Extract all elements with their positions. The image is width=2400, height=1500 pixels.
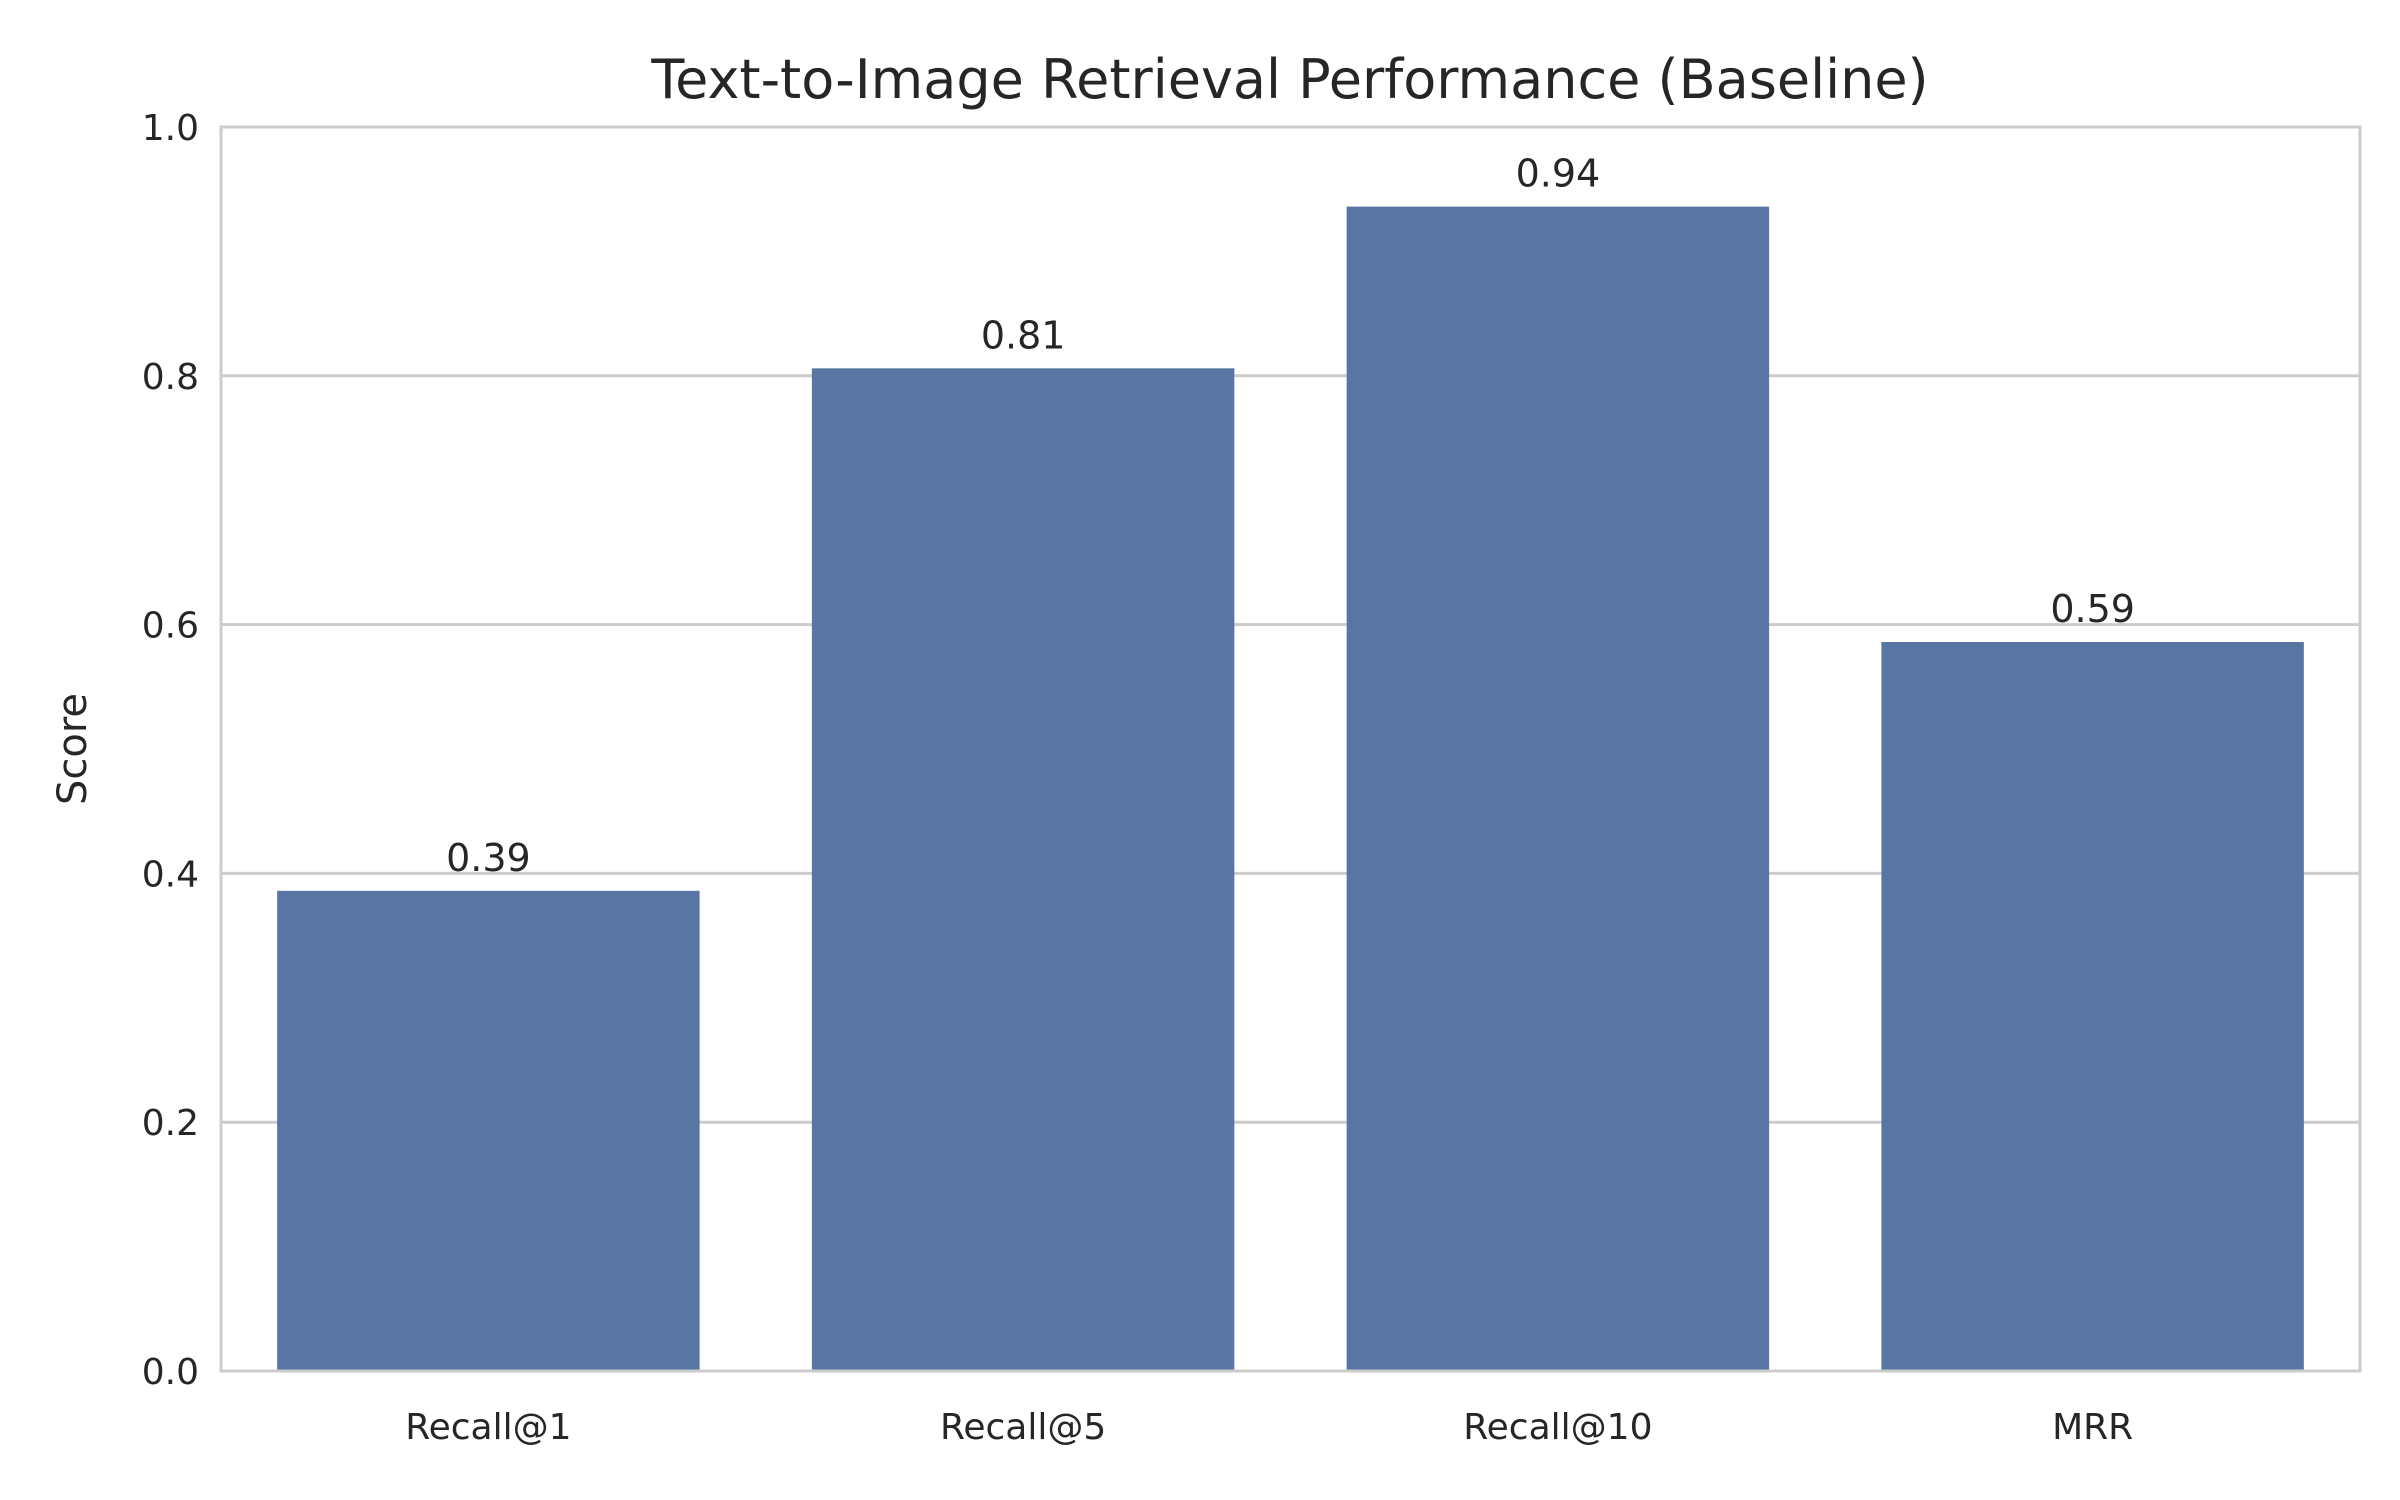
data-label: 0.39 [446, 836, 531, 880]
x-tick-label: Recall@10 [1463, 1407, 1652, 1448]
y-tick-label: 0.0 [142, 1352, 199, 1393]
plot-frame [219, 125, 2362, 1373]
chart-title: Text-to-Image Retrieval Performance (Bas… [650, 48, 1928, 111]
y-tick-label: 0.4 [142, 854, 199, 895]
y-tick-label: 0.2 [142, 1103, 199, 1144]
bar [1346, 206, 1770, 1372]
y-axis-label: Score [50, 693, 96, 805]
bars [277, 206, 2304, 1372]
x-tick-label: Recall@1 [405, 1407, 571, 1448]
x-tick-label: MRR [2052, 1407, 2133, 1448]
bar [1881, 642, 2304, 1371]
bar [811, 368, 1235, 1371]
x-tick-label: Recall@5 [940, 1407, 1106, 1448]
y-tick-labels: 0.0 0.2 0.4 0.6 0.8 1.0 [142, 108, 199, 1393]
data-label: 0.59 [2050, 587, 2135, 631]
bar [277, 890, 700, 1371]
data-label: 0.94 [1516, 152, 1601, 196]
y-tick-label: 0.8 [142, 357, 199, 398]
x-tick-labels: Recall@1 Recall@5 Recall@10 MRR [405, 1407, 2133, 1448]
data-labels: 0.39 0.81 0.94 0.59 [446, 152, 2135, 880]
y-tick-label: 0.6 [142, 606, 199, 647]
data-label: 0.81 [981, 313, 1066, 357]
y-tick-label: 1.0 [142, 108, 199, 149]
